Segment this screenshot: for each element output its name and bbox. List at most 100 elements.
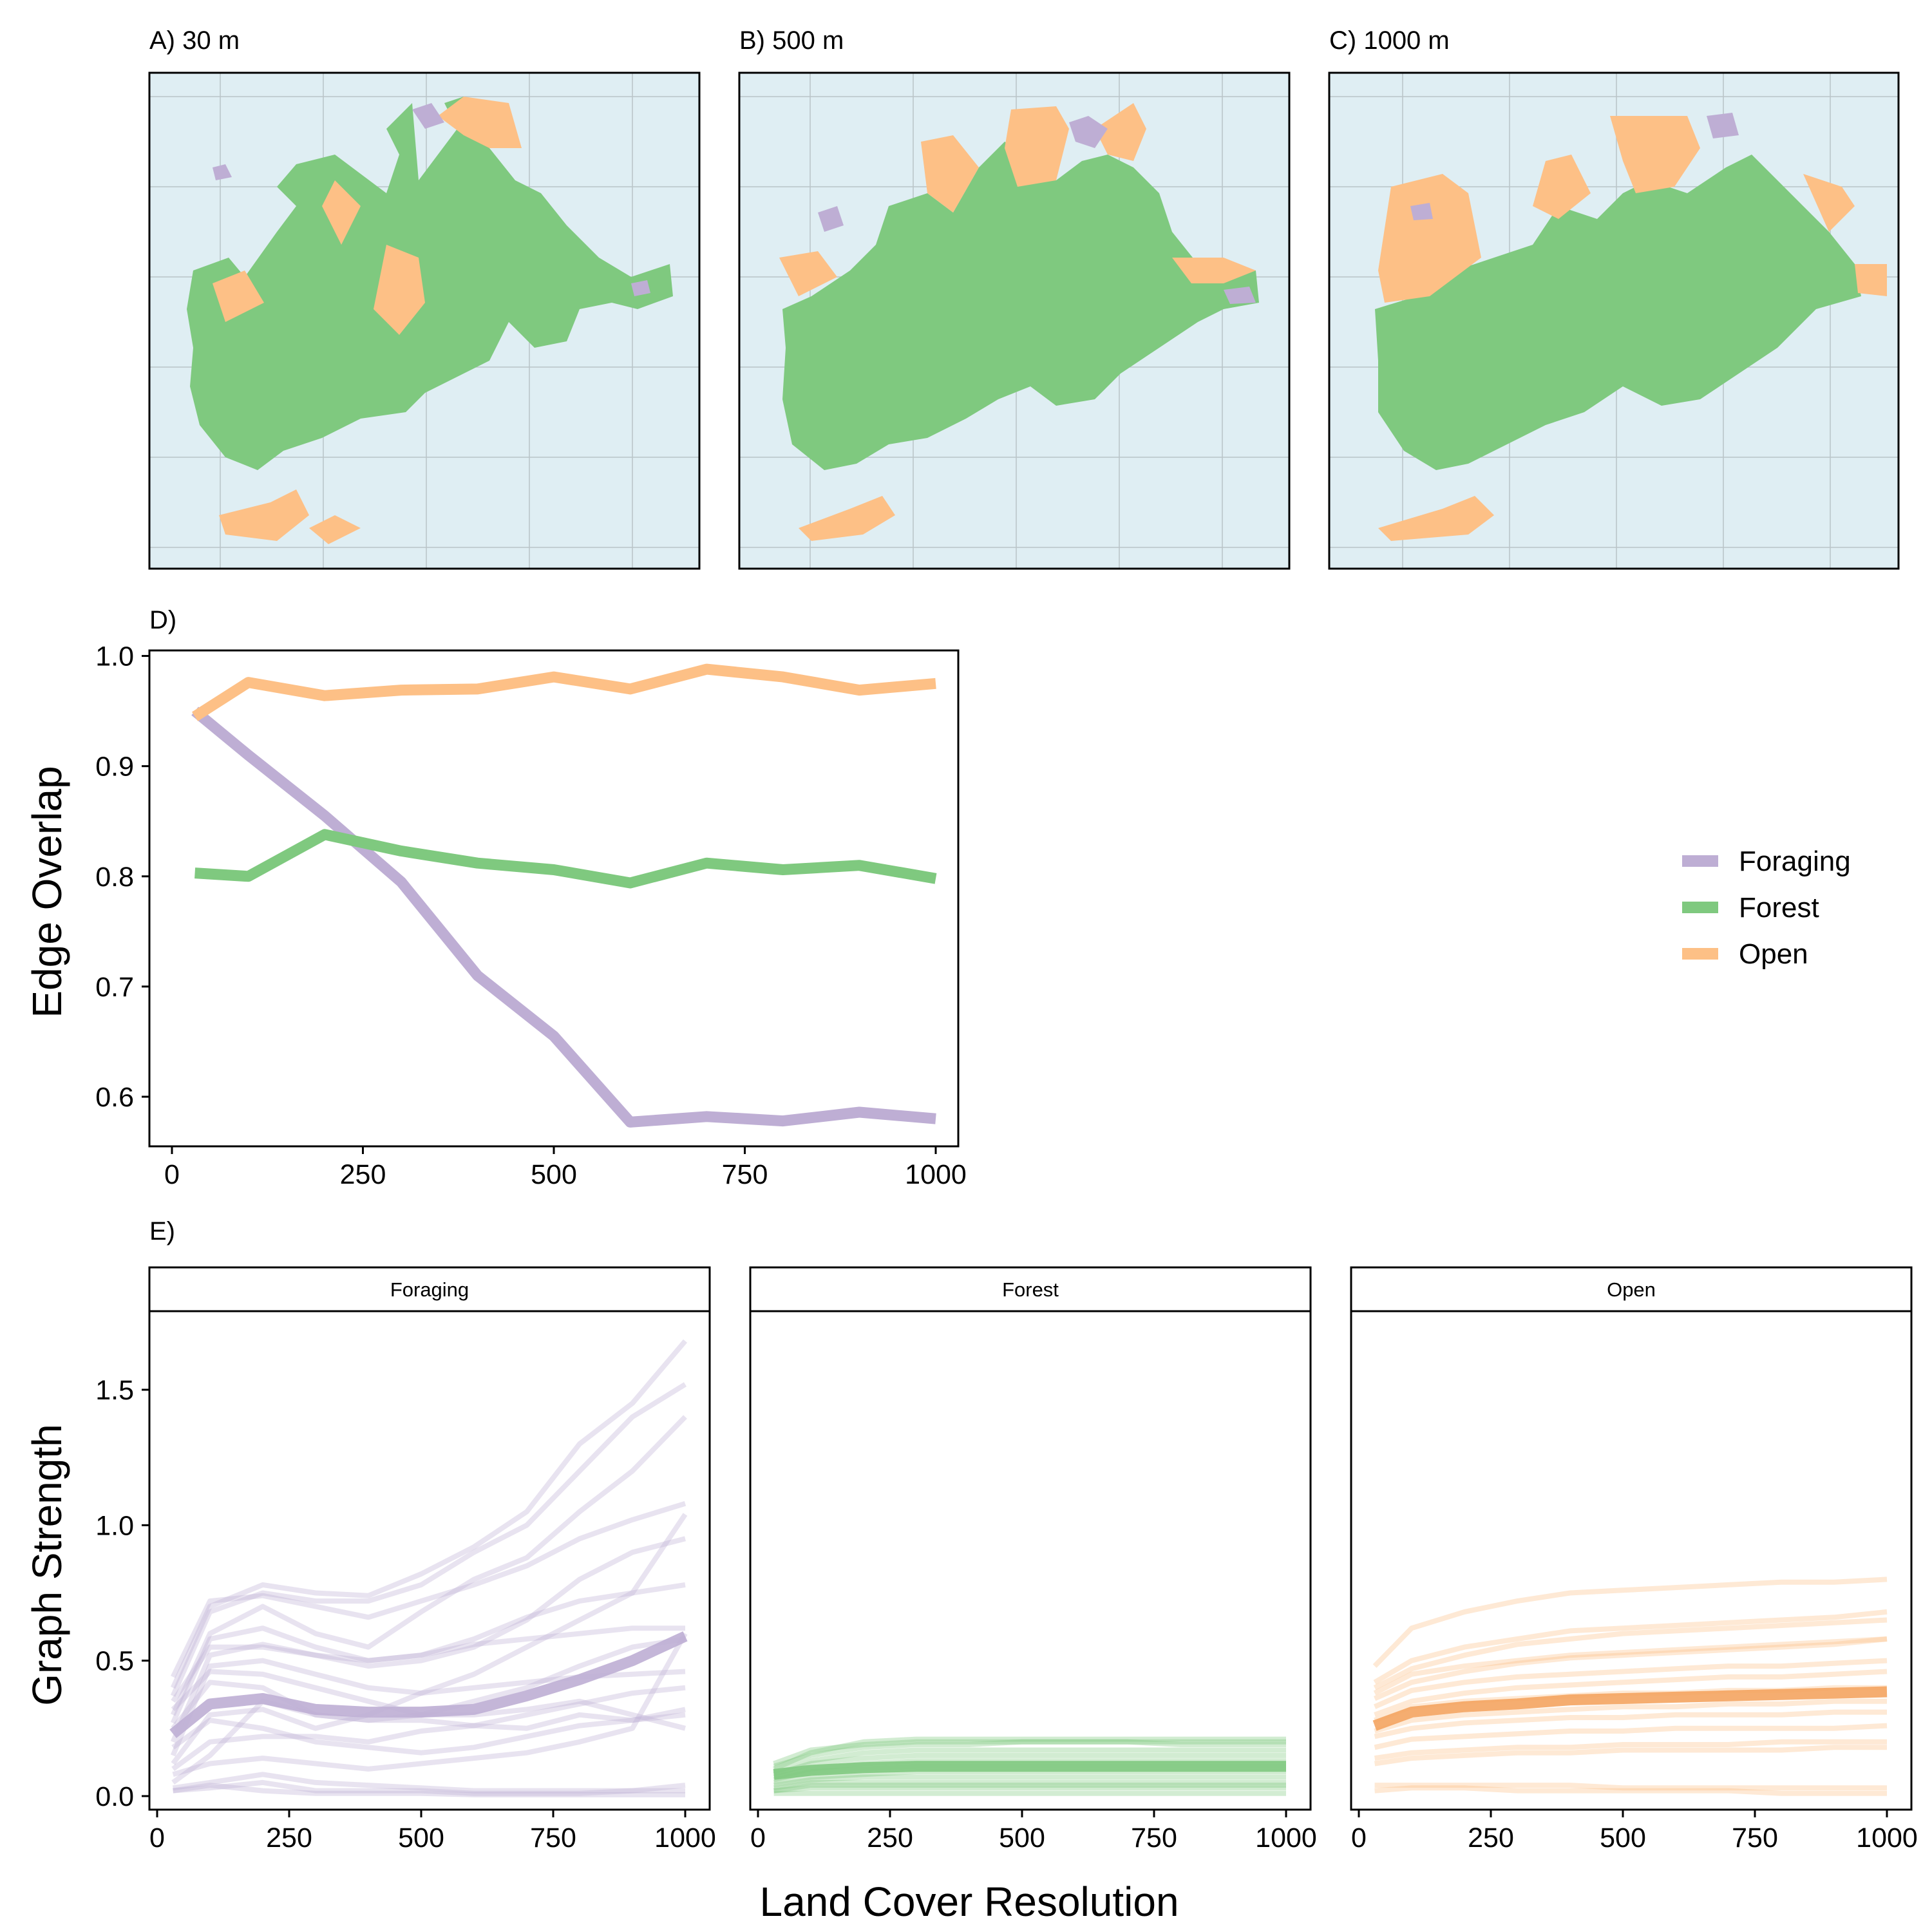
facet-forest-series [772, 1736, 1286, 1796]
edge-overlap-x-tick-label: 0 [164, 1159, 180, 1190]
individual-line-open [1374, 1785, 1887, 1796]
facet-strip-forest [749, 1266, 1312, 1312]
facet-x-tick-label-open: 1000 [1856, 1823, 1918, 1853]
individual-line-open [1374, 1669, 1888, 1718]
facet-foraging: Foraging 0 250 500 750 1000 [148, 1266, 716, 1853]
individual-line-open [1374, 1739, 1887, 1761]
map-panel-b-frame [738, 71, 1291, 570]
individual-line-open [1373, 1617, 1888, 1690]
facet-x-tick-label-forest: 500 [999, 1823, 1045, 1853]
facet-strip-label-open: Open [1607, 1278, 1656, 1301]
individual-line-forest [773, 1739, 1286, 1766]
individual-line-foraging [170, 1339, 688, 1689]
legend: Foraging Forest Open [1682, 846, 1851, 970]
facet-x-tick-label-open: 250 [1468, 1823, 1514, 1853]
facet-forest-frame [749, 1310, 1312, 1811]
individual-line-open [1373, 1658, 1888, 1709]
facet-x-tick-label-foraging: 1000 [654, 1823, 716, 1853]
individual-line-foraging [171, 1501, 687, 1678]
edge-overlap-y-axis-title: Edge Overlap [24, 766, 70, 1018]
facet-foraging-series [169, 1339, 688, 1797]
facet-open-frame [1350, 1310, 1913, 1811]
individual-line-open [1372, 1577, 1888, 1668]
edge-overlap-line-forest [194, 829, 937, 889]
map-panel-a-forest [187, 97, 673, 470]
edge-overlap-x-tick-label: 500 [531, 1159, 577, 1190]
map-panel-b-title: B) 500 m [739, 26, 844, 55]
individual-line-foraging [171, 1680, 686, 1731]
legend-entry-foraging: Foraging [1682, 846, 1851, 877]
edge-overlap-line-open [192, 663, 936, 721]
individual-line-forest [773, 1783, 1286, 1794]
facet-foraging-frame [148, 1310, 711, 1811]
individual-line-open [1374, 1698, 1887, 1734]
edge-overlap-line-foraging [191, 706, 936, 1128]
facet-x-tick-label-foraging: 250 [266, 1823, 312, 1853]
individual-line-open [1373, 1636, 1888, 1696]
legend-entry-forest: Forest [1682, 892, 1819, 923]
individual-line-foraging [171, 1513, 688, 1765]
map-panel-a-open [213, 97, 522, 544]
facet-x-tick-label-forest: 1000 [1255, 1823, 1317, 1853]
graph-strength-x-axis-title: Land Cover Resolution [759, 1879, 1179, 1925]
edge-overlap-y-tick-label: 0.6 [95, 1082, 134, 1113]
edge-overlap-y-tick-label: 0.8 [95, 862, 134, 893]
facet-x-tick-label-forest: 250 [867, 1823, 913, 1853]
map-panel-a: A) 30 m [148, 26, 701, 570]
map-panel-a-frame [148, 71, 701, 570]
map-panel-b-forest [782, 142, 1259, 470]
map-panel-b: B) 500 m [738, 26, 1291, 570]
map-panel-c-title: C) 1000 m [1329, 26, 1450, 55]
individual-line-foraging [170, 1382, 687, 1697]
edge-overlap-x-ticks: 0 250 500 750 1000 [164, 1146, 967, 1190]
facet-open: Open 0 250 500 750 1000 [1350, 1266, 1918, 1853]
edge-overlap-plot-frame [148, 649, 960, 1148]
edge-overlap-y-tick-label: 0.7 [95, 972, 134, 1003]
facet-open-x-ticks: 0 250 500 750 1000 [1351, 1810, 1918, 1853]
legend-label-foraging: Foraging [1739, 846, 1851, 877]
facet-x-tick-label-open: 0 [1351, 1823, 1367, 1853]
individual-line-foraging [171, 1685, 686, 1772]
individual-line-open [1374, 1723, 1888, 1750]
facet-open-series [1372, 1577, 1888, 1796]
edge-overlap-x-tick-label: 1000 [905, 1159, 967, 1190]
map-panel-c: C) 1000 m [1328, 26, 1900, 570]
facet-x-tick-label-open: 750 [1732, 1823, 1778, 1853]
graph-strength-y-ticks: 0.0 0.5 1.0 1.5 [95, 1375, 149, 1812]
facet-x-tick-label-foraging: 500 [398, 1823, 444, 1853]
edge-overlap-panel-title: D) [149, 606, 176, 634]
edge-overlap-y-tick-label: 1.0 [95, 641, 134, 672]
edge-overlap-y-ticks: 0.6 0.7 0.8 0.9 1.0 [95, 641, 149, 1113]
legend-entry-open: Open [1682, 938, 1808, 970]
map-panel-a-land [149, 73, 699, 569]
individual-line-foraging [173, 1772, 685, 1794]
individual-line-open [1374, 1709, 1887, 1739]
map-panel-a-title: A) 30 m [149, 26, 240, 55]
edge-overlap-panel: D) Edge Overlap 0.6 0.7 0.8 0.9 1.0 0 250 500 7… [24, 606, 967, 1190]
individual-line-forest [773, 1774, 1286, 1788]
individual-line-open [1373, 1609, 1888, 1685]
map-panel-b-land [739, 73, 1289, 569]
individual-line-foraging [171, 1712, 686, 1756]
graph-strength-y-tick-label: 1.5 [95, 1375, 134, 1406]
edge-overlap-x-tick-label: 250 [340, 1159, 386, 1190]
individual-line-foraging [173, 1783, 685, 1797]
graph-strength-y-tick-label: 0.5 [95, 1646, 134, 1677]
individual-line-foraging [171, 1625, 685, 1703]
individual-line-forest [773, 1747, 1286, 1774]
individual-line-foraging [170, 1415, 687, 1716]
facet-strip-foraging [148, 1266, 711, 1312]
edge-overlap-y-tick-label: 0.9 [95, 752, 134, 782]
facet-forest: Forest 0 250 500 750 1000 [749, 1266, 1317, 1853]
facet-x-tick-label-foraging: 750 [530, 1823, 576, 1853]
edge-overlap-series [191, 663, 937, 1128]
graph-strength-y-axis-title: Graph Strength [24, 1424, 70, 1706]
individual-line-open [1373, 1636, 1888, 1701]
individual-line-open [1374, 1783, 1887, 1791]
mean-line-foraging [169, 1631, 688, 1738]
map-panel-c-land [1329, 73, 1899, 569]
graph-strength-y-tick-label: 1.0 [95, 1510, 134, 1541]
facet-x-tick-label-foraging: 0 [149, 1823, 165, 1853]
individual-line-foraging [173, 1779, 686, 1796]
